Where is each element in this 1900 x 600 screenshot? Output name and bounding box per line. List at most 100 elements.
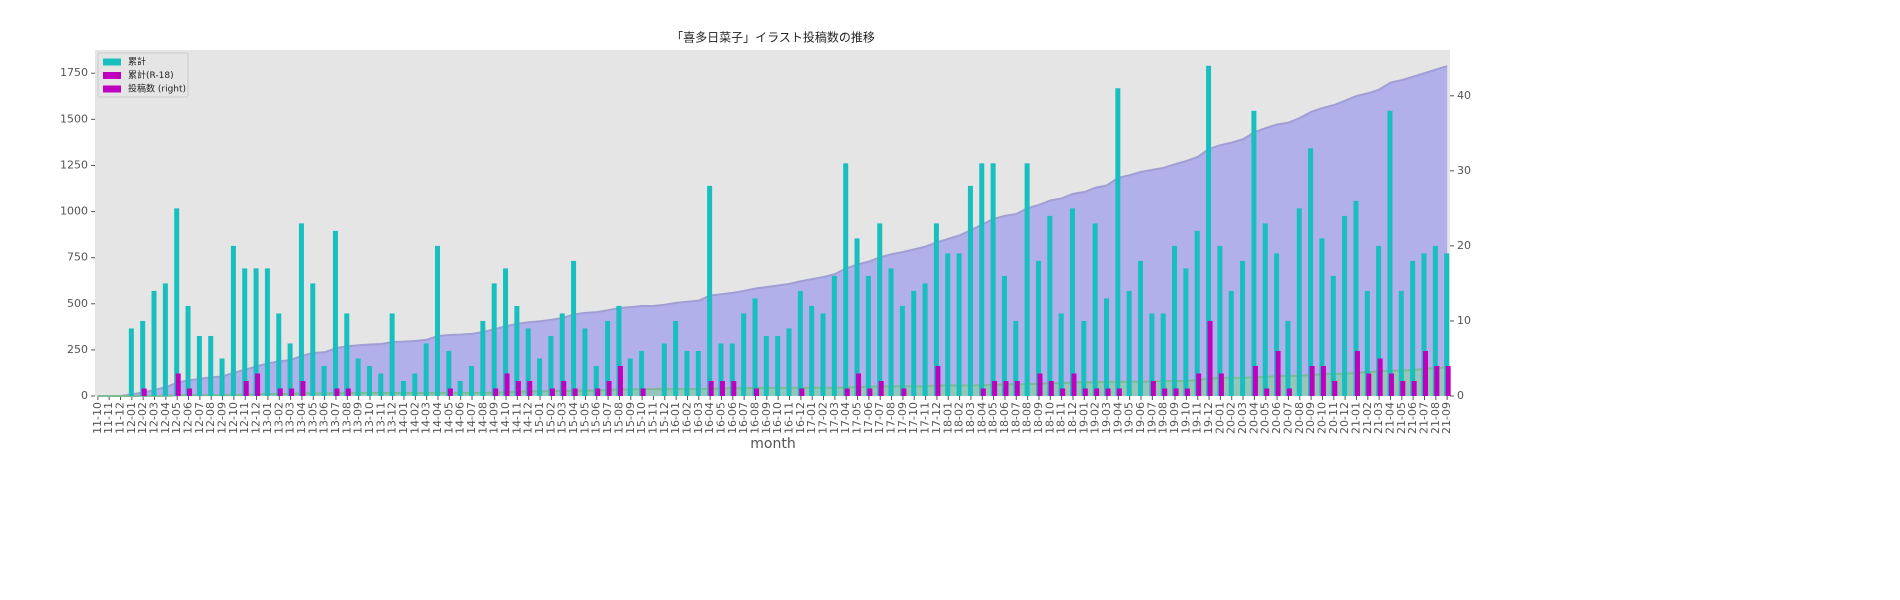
bar xyxy=(1183,268,1189,396)
bar xyxy=(1400,380,1406,396)
x-tick-label: 18-08 xyxy=(1021,402,1034,434)
x-tick-label: 19-06 xyxy=(1134,402,1147,434)
bar xyxy=(1081,320,1087,396)
bar xyxy=(935,365,941,396)
x-tick-label: 13-03 xyxy=(284,402,297,434)
bar xyxy=(1421,253,1427,396)
bar xyxy=(559,313,565,396)
bar xyxy=(1035,260,1041,396)
x-tick-label: 11-12 xyxy=(114,402,127,434)
bar xyxy=(1296,208,1302,396)
bar xyxy=(797,290,803,396)
legend-label: 累計(R-18) xyxy=(128,69,174,81)
x-tick-label: 15-07 xyxy=(601,402,614,434)
x-tick-label: 19-11 xyxy=(1191,402,1204,434)
y2-tick-label: 40 xyxy=(1457,89,1471,102)
chart-title: 「喜多日菜子」イラスト投稿数の推移 xyxy=(671,30,875,45)
x-tick-label: 12-01 xyxy=(125,402,138,434)
bar xyxy=(571,260,577,396)
y-tick-label: 750 xyxy=(67,251,88,264)
x-tick-label: 17-01 xyxy=(805,402,818,434)
bar xyxy=(708,380,714,396)
legend-swatch xyxy=(103,58,121,66)
bar xyxy=(899,305,905,396)
bar xyxy=(334,388,340,396)
x-tick-label: 15-08 xyxy=(612,402,625,434)
bar xyxy=(480,320,486,396)
bar xyxy=(1228,290,1234,396)
bar xyxy=(956,253,962,396)
bar xyxy=(901,388,907,396)
bar xyxy=(493,388,499,396)
x-tick-label: 14-05 xyxy=(442,402,455,434)
x-tick-label: 12-04 xyxy=(159,402,172,434)
x-tick-label: 16-11 xyxy=(783,402,796,434)
bar xyxy=(741,313,747,396)
x-tick-label: 19-02 xyxy=(1089,402,1102,434)
x-tick-label: 17-07 xyxy=(873,402,886,434)
x-tick-label: 16-01 xyxy=(669,402,682,434)
x-tick-label: 17-11 xyxy=(919,402,932,434)
bar xyxy=(605,320,611,396)
bar xyxy=(865,275,871,396)
bar xyxy=(389,313,395,396)
x-tick-label: 17-10 xyxy=(907,402,920,434)
bar xyxy=(809,305,815,396)
bar xyxy=(1094,388,1100,396)
bar xyxy=(1126,290,1132,396)
y2-tick-label: 0 xyxy=(1457,389,1464,402)
x-tick-label: 21-08 xyxy=(1429,402,1442,434)
bar xyxy=(1398,290,1404,396)
legend-swatch xyxy=(103,85,121,93)
bar xyxy=(230,245,236,396)
x-tick-label: 14-11 xyxy=(510,402,523,434)
y-tick-label: 1250 xyxy=(60,158,88,171)
bar xyxy=(504,373,510,396)
bar xyxy=(1251,110,1257,397)
bar xyxy=(1422,350,1428,396)
bar xyxy=(799,388,805,396)
bar xyxy=(174,208,180,396)
bar xyxy=(447,388,453,396)
x-tick-label: 12-11 xyxy=(238,402,251,434)
bar xyxy=(831,275,837,396)
x-tick-label: 21-07 xyxy=(1417,402,1430,434)
x-tick-label: 21-03 xyxy=(1372,402,1385,434)
bar xyxy=(1411,380,1417,396)
x-tick-label: 18-10 xyxy=(1043,402,1056,434)
y-tick-label: 1750 xyxy=(60,66,88,79)
bar xyxy=(151,290,157,396)
bar xyxy=(1376,245,1382,396)
bar xyxy=(187,388,193,396)
x-tick-label: 18-02 xyxy=(953,402,966,434)
y-tick-label: 500 xyxy=(67,297,88,310)
bar xyxy=(1353,200,1359,396)
bar xyxy=(208,335,214,396)
x-tick-label: 18-01 xyxy=(941,402,954,434)
bar xyxy=(141,388,147,396)
x-tick-label: 12-02 xyxy=(136,402,149,434)
bar xyxy=(491,283,497,396)
bar xyxy=(446,350,452,396)
bar xyxy=(878,380,884,396)
bar xyxy=(298,223,304,396)
x-tick-label: 19-03 xyxy=(1100,402,1113,434)
x-tick-label: 20-02 xyxy=(1225,402,1238,434)
bar xyxy=(763,335,769,396)
x-tick-label: 17-08 xyxy=(885,402,898,434)
x-tick-label: 19-07 xyxy=(1145,402,1158,434)
x-tick-label: 12-07 xyxy=(193,402,206,434)
x-tick-label: 16-07 xyxy=(737,402,750,434)
x-tick-label: 13-04 xyxy=(295,402,308,434)
x-tick-label: 18-05 xyxy=(987,402,1000,434)
bar xyxy=(345,388,351,396)
bar xyxy=(300,380,306,396)
bar xyxy=(1103,298,1109,396)
bar xyxy=(162,283,168,396)
x-tick-label: 20-08 xyxy=(1293,402,1306,434)
y2-tick-label: 30 xyxy=(1457,164,1471,177)
bar xyxy=(1434,365,1440,396)
bar xyxy=(1207,320,1213,396)
bar xyxy=(877,223,883,396)
